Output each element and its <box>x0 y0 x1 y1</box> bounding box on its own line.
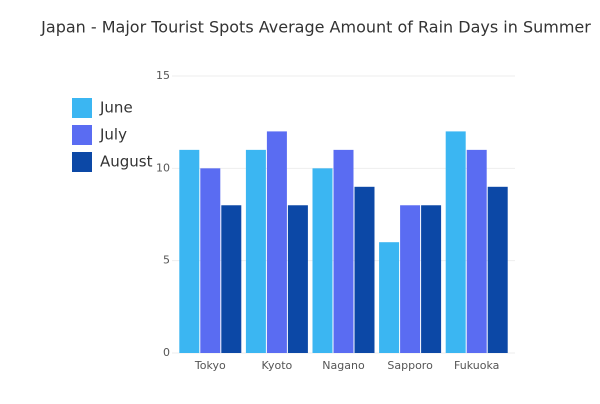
y-tick-label: 5 <box>163 254 170 267</box>
x-tick-label: Sapporo <box>387 359 433 372</box>
bar <box>445 131 466 353</box>
y-tick-label: 15 <box>156 69 170 82</box>
legend-label: August <box>100 153 153 171</box>
x-tick-label: Nagano <box>322 359 365 372</box>
bar <box>200 168 221 353</box>
legend-swatch <box>72 98 92 118</box>
bar <box>354 186 375 353</box>
bar <box>379 242 400 353</box>
x-tick-label: Tokyo <box>194 359 226 372</box>
legend-label: June <box>99 99 133 117</box>
x-tick-label: Fukuoka <box>454 359 499 372</box>
bar <box>487 186 508 353</box>
bar <box>179 149 200 353</box>
chart-title: Japan - Major Tourist Spots Average Amou… <box>40 18 591 37</box>
bar <box>287 205 308 353</box>
x-tick-label: Kyoto <box>262 359 293 372</box>
y-tick-label: 0 <box>163 346 170 359</box>
bar <box>245 149 266 353</box>
bar <box>266 131 287 353</box>
y-tick-label: 10 <box>156 161 170 174</box>
bar <box>312 168 333 353</box>
legend-swatch <box>72 152 92 172</box>
bar <box>421 205 442 353</box>
bar <box>466 149 487 353</box>
bar <box>221 205 242 353</box>
legend-swatch <box>72 125 92 145</box>
legend-label: July <box>99 126 127 144</box>
bar <box>333 149 354 353</box>
bar <box>400 205 421 353</box>
